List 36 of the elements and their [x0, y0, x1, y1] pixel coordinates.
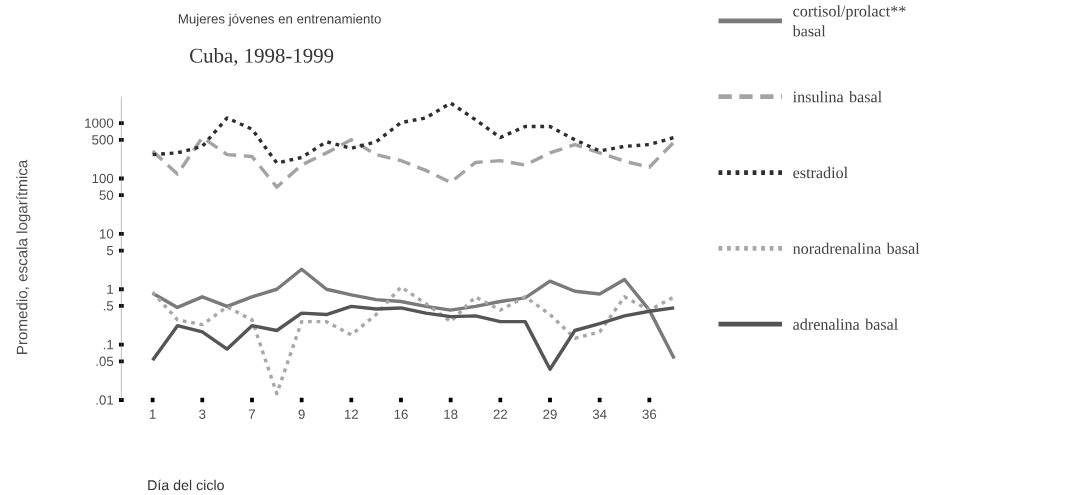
line-series	[150, 267, 676, 361]
y-tick-label: 5	[106, 246, 114, 256]
x-tick-label: 3	[199, 409, 206, 420]
y-tick-label: 50	[99, 190, 114, 200]
chart-subtitle: Cuba, 1998-1999	[190, 48, 334, 66]
y-tick-label: .5	[103, 301, 114, 311]
x-tick-label: 1	[149, 409, 156, 419]
y-tick-label: .01	[96, 395, 114, 405]
y-tick-label: 500	[92, 135, 114, 145]
line-series	[150, 101, 676, 165]
legend-label: adrenalina basal	[793, 318, 898, 330]
chart-title: Mujeres jóvenes en entrenamiento	[178, 13, 381, 27]
legend-label: noradrenalina basal	[793, 242, 920, 255]
y-tick-label: 1	[107, 284, 114, 294]
y-tick-label: .05	[96, 356, 114, 367]
y-axis-title: Promedio, escala logarítmica	[16, 159, 31, 355]
x-tick-label: 29	[543, 409, 557, 420]
legend-label: insulina basal	[792, 91, 882, 103]
x-tick-label: 7	[248, 409, 255, 419]
line-series	[150, 304, 676, 372]
legend-label: cortisol/prolact** basal	[792, 5, 906, 37]
x-tick-label: 22	[493, 409, 508, 419]
y-tick-label: .1	[103, 340, 114, 350]
x-tick-label: 16	[394, 409, 408, 420]
y-tick-label: 1000	[85, 118, 114, 128]
legend-label: estradiol	[793, 166, 848, 179]
y-tick-label: 100	[92, 173, 114, 184]
x-tick-label: 34	[592, 409, 607, 420]
x-tick-label: 9	[298, 409, 305, 420]
x-tick-label: 36	[642, 409, 657, 420]
line-series	[150, 285, 676, 396]
x-axis-title: Día del ciclo	[148, 479, 224, 491]
y-tick-label: 10	[99, 229, 114, 239]
x-tick-label: 12	[344, 409, 359, 419]
x-tick-label: 18	[444, 409, 458, 420]
line-series	[150, 135, 676, 189]
